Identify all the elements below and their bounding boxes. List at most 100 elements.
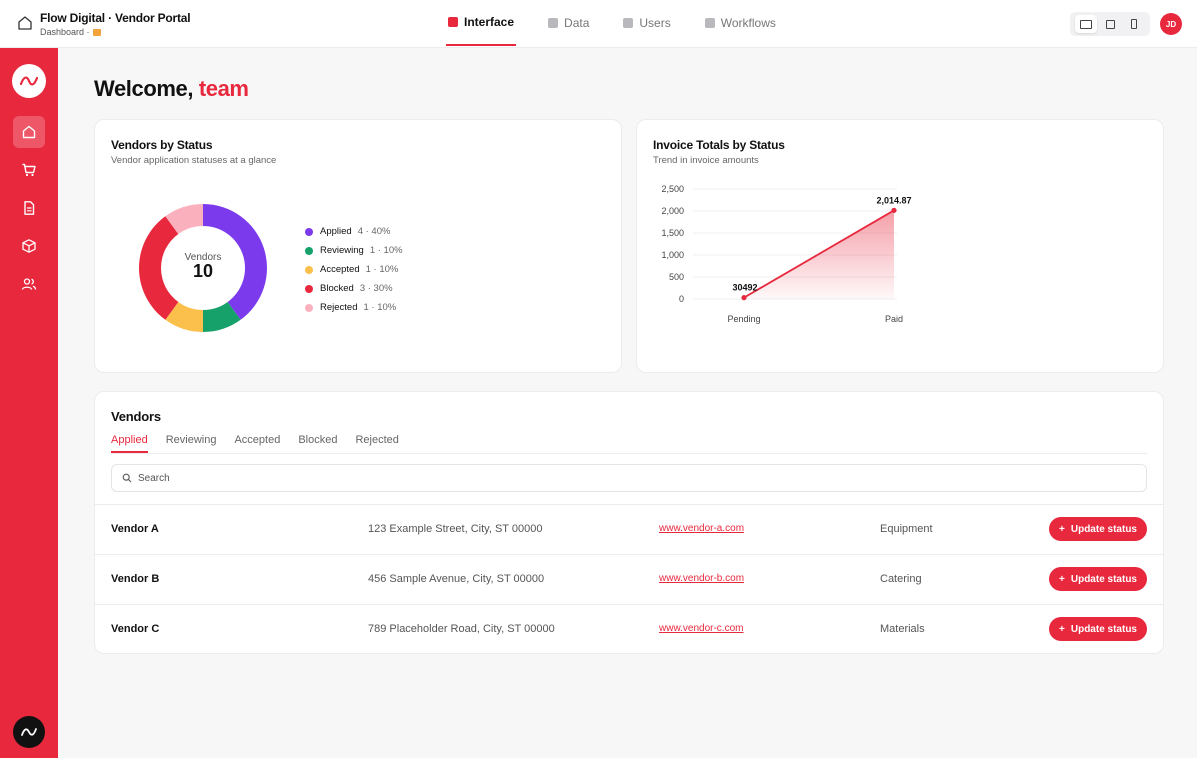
invoice-totals-card: Invoice Totals by Status Trend in invoic… — [636, 119, 1164, 373]
donut-legend: Applied 4 · 40% Reviewing 1 · 10% Accepted… — [305, 222, 403, 317]
vendor-name: Vendor C — [111, 623, 160, 635]
vendor-website-link[interactable]: www.vendor-b.com — [659, 573, 745, 584]
update-status-button[interactable]: + Update status — [1049, 617, 1147, 641]
y-tick-label: 2,000 — [661, 206, 684, 216]
legend-value: 1 · 10% — [363, 302, 397, 313]
tab-label: Data — [564, 16, 590, 30]
avatar[interactable]: JD — [1160, 13, 1182, 35]
table-row: Vendor C 789 Placeholder Road, City, ST … — [95, 604, 1163, 654]
desktop-icon — [1080, 19, 1092, 29]
data-point[interactable] — [891, 207, 897, 213]
button-label: Update status — [1070, 623, 1137, 635]
sidebar-item-orders[interactable] — [13, 154, 45, 186]
tab-label: Users — [639, 16, 671, 30]
wave-logo-icon — [19, 76, 39, 86]
tablet-view-button[interactable] — [1099, 15, 1121, 33]
donut-slice-applied[interactable] — [203, 204, 267, 320]
legend-item-blocked: Blocked 3 · 30% — [305, 279, 403, 298]
vendor-address: 123 Example Street, City, ST 00000 — [368, 523, 543, 535]
legend-dot — [305, 265, 313, 274]
sidebar-item-home[interactable] — [13, 116, 45, 148]
vendor-address: 456 Sample Avenue, City, ST 00000 — [368, 573, 545, 585]
vendor-address: 789 Placeholder Road, City, ST 00000 — [368, 623, 555, 635]
card-title: Vendors by Status — [111, 138, 213, 152]
donut-slice-accepted[interactable] — [165, 301, 203, 332]
mobile-icon — [1131, 19, 1137, 29]
tab-users[interactable]: Users — [621, 0, 672, 46]
tab-data[interactable]: Data — [546, 0, 591, 46]
vendors-by-status-card: Vendors by Status Vendor application sta… — [94, 119, 622, 373]
plus-icon: + — [1059, 573, 1065, 585]
vendor-name: Vendor B — [111, 573, 160, 585]
brand: Flow Digital · Vendor Portal Dashboard · — [40, 11, 191, 37]
vendor-website-link[interactable]: www.vendor-c.com — [659, 623, 744, 634]
tab-blocked[interactable]: Blocked — [298, 434, 338, 446]
tab-accepted[interactable]: Accepted — [234, 434, 281, 446]
legend-name: Accepted — [320, 264, 360, 275]
legend-dot — [305, 284, 313, 293]
tab-label: Interface — [464, 15, 515, 29]
legend-dot — [305, 227, 313, 236]
button-label: Update status — [1070, 523, 1137, 535]
legend-item-applied: Applied 4 · 40% — [305, 222, 403, 241]
legend-item-accepted: Accepted 1 · 10% — [305, 260, 403, 279]
donut-center: Vendors 10 — [167, 252, 239, 280]
vendor-website-link[interactable]: www.vendor-a.com — [659, 523, 745, 534]
data-point[interactable] — [741, 295, 747, 301]
donut-slice-reviewing[interactable] — [203, 301, 241, 332]
donut-center-label: Vendors — [184, 252, 222, 263]
donut-slice-rejected[interactable] — [165, 204, 203, 235]
sidebar-item-documents[interactable] — [13, 192, 45, 224]
brand-logo[interactable] — [12, 64, 46, 98]
data-label: 30492 — [732, 283, 757, 293]
donut-slice-blocked[interactable] — [139, 216, 179, 320]
home-icon[interactable] — [16, 14, 34, 32]
home-icon — [22, 125, 36, 139]
vendor-name: Vendor A — [111, 523, 159, 535]
legend-item-reviewing: Reviewing 1 · 10% — [305, 241, 403, 260]
tab-workflows[interactable]: Workflows — [703, 0, 778, 46]
tab-applied[interactable]: Applied — [111, 434, 148, 453]
button-label: Update status — [1070, 573, 1137, 585]
table-row: Vendor B 456 Sample Avenue, City, ST 000… — [95, 554, 1163, 604]
x-tick-label: Paid — [885, 314, 903, 324]
sidebar-item-users[interactable] — [13, 268, 45, 300]
tab-reviewing[interactable]: Reviewing — [165, 434, 217, 446]
square-icon — [704, 18, 715, 28]
lock-icon — [92, 28, 101, 36]
page-title: Welcome, team — [94, 76, 249, 102]
legend-value: 1 · 10% — [365, 264, 399, 275]
legend-name: Rejected — [320, 302, 358, 313]
tab-label: Workflows — [720, 16, 776, 30]
tab-rejected[interactable]: Rejected — [355, 434, 399, 446]
vendor-category: Equipment — [880, 523, 933, 535]
legend-name: Applied — [320, 226, 352, 237]
tabs-divider — [111, 453, 1147, 454]
box-icon — [22, 239, 36, 253]
legend-name: Reviewing — [320, 245, 364, 256]
square-icon — [448, 17, 458, 27]
donut-chart — [139, 204, 267, 332]
sidebar-item-products[interactable] — [13, 230, 45, 262]
mobile-view-button[interactable] — [1123, 15, 1145, 33]
data-label: 2,014.87 — [876, 195, 911, 205]
card-subtitle: Trend in invoice amounts — [653, 155, 759, 166]
desktop-view-button[interactable] — [1075, 15, 1097, 33]
welcome-name: team — [198, 76, 249, 101]
search-icon — [122, 473, 132, 483]
search-input[interactable] — [138, 472, 1038, 484]
y-tick-label: 1,000 — [661, 250, 684, 260]
vendors-card: Vendors Applied Reviewing Accepted Block… — [94, 391, 1164, 654]
tab-interface[interactable]: Interface — [446, 0, 517, 46]
breadcrumb-dashboard[interactable]: Dashboard · — [40, 27, 90, 37]
update-status-button[interactable]: + Update status — [1049, 567, 1147, 591]
update-status-button[interactable]: + Update status — [1049, 517, 1147, 541]
legend-value: 3 · 30% — [359, 283, 393, 294]
cart-icon — [22, 163, 36, 177]
workspace-logo[interactable] — [13, 716, 45, 748]
square-icon — [548, 18, 559, 28]
tablet-icon — [1105, 19, 1115, 29]
table-row: Vendor A 123 Example Street, City, ST 00… — [95, 504, 1163, 554]
plus-icon: + — [1059, 523, 1065, 535]
wave-logo-icon — [21, 728, 37, 736]
